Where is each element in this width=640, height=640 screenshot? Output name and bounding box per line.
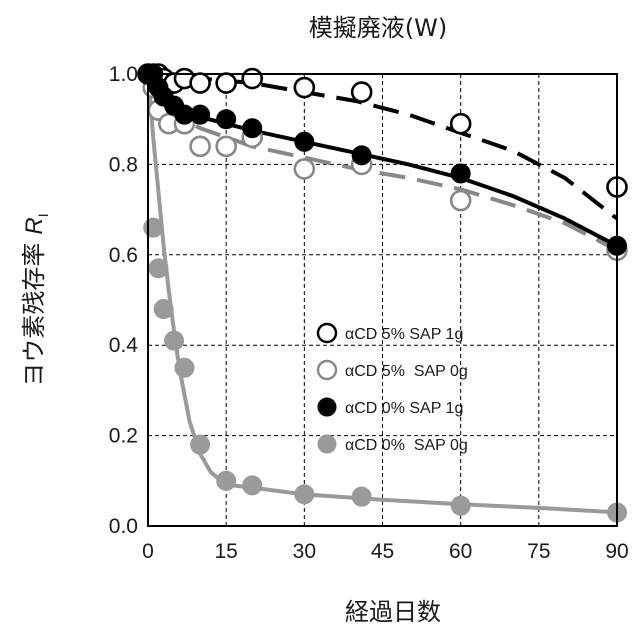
data-point-series-4 (352, 487, 371, 506)
data-point-series-3 (217, 110, 236, 129)
legend-marker-1 (318, 324, 336, 342)
data-point-series-4 (243, 476, 262, 495)
chart: 模擬廃液(W) 経過日数 ヨウ素残存率RI 0153045607590 0.00… (0, 0, 640, 640)
data-point-series-1 (451, 114, 470, 133)
data-point-series-4 (175, 358, 194, 377)
data-point-series-4 (451, 496, 470, 515)
legend-marker-4 (318, 435, 336, 453)
data-point-series-3 (243, 119, 262, 138)
legend-label-1: αCD 5% SAP 1g (345, 326, 463, 343)
data-point-series-1 (191, 74, 210, 93)
data-point-series-2 (191, 137, 210, 156)
data-point-series-4 (149, 259, 168, 278)
legend-marker-2 (318, 361, 336, 379)
legend-label-3: αCD 0% SAP 1g (345, 400, 463, 417)
data-point-series-1 (352, 83, 371, 102)
x-tick-label: 15 (214, 540, 237, 563)
x-axis-title: 経過日数 (345, 598, 441, 626)
y-tick-label: 0.0 (109, 515, 138, 538)
x-tick-label: 75 (527, 540, 550, 563)
x-tick-label: 90 (605, 540, 628, 563)
data-point-series-3 (352, 146, 371, 165)
data-point-series-1 (217, 74, 236, 93)
data-point-series-4 (217, 471, 236, 490)
x-tick-label: 45 (371, 540, 394, 563)
data-point-series-1 (295, 78, 314, 97)
data-point-series-2 (295, 159, 314, 178)
legend-label-4: αCD 0% SAP 0g (345, 437, 468, 454)
x-tick-labels: 0 15 30 45 60 75 90 (142, 540, 629, 563)
legend: αCD 5% SAP 1g αCD 5% SAP 0g αCD 0% SAP 1g α… (318, 324, 468, 454)
legend-marker-3 (318, 398, 336, 416)
data-point-series-4 (295, 485, 314, 504)
y-axis-title-subscript: I (35, 213, 51, 217)
x-tick-label: 0 (142, 540, 154, 563)
y-tick-label: 0.8 (109, 153, 138, 176)
chart-title: 模擬廃液(W) (309, 14, 447, 42)
legend-label-2: αCD 5% SAP 0g (345, 363, 468, 380)
data-point-series-3 (191, 105, 210, 124)
data-point-series-1 (243, 69, 262, 88)
data-point-series-2 (451, 191, 470, 210)
data-point-series-3 (295, 132, 314, 151)
x-tick-label: 60 (449, 540, 472, 563)
y-tick-label: 0.6 (109, 244, 138, 267)
data-point-series-4 (154, 300, 173, 319)
y-axis-title: ヨウ素残存率 RI (20, 213, 51, 386)
data-point-series-4 (191, 435, 210, 454)
y-tick-label: 1.0 (109, 63, 138, 86)
y-axis-title-symbol: R (21, 217, 48, 234)
data-point-series-2 (217, 137, 236, 156)
data-point-series-4 (165, 331, 184, 350)
y-tick-labels: 0.0 0.2 0.4 0.6 0.8 1.0 (109, 63, 139, 538)
y-tick-label: 0.2 (109, 425, 138, 448)
y-axis-title-text: ヨウ素残存率 (20, 243, 48, 387)
y-tick-label: 0.4 (109, 334, 139, 357)
data-point-series-4 (144, 218, 163, 237)
data-point-series-3 (451, 164, 470, 183)
fit-curve-series-3 (148, 74, 617, 246)
x-tick-label: 30 (293, 540, 316, 563)
